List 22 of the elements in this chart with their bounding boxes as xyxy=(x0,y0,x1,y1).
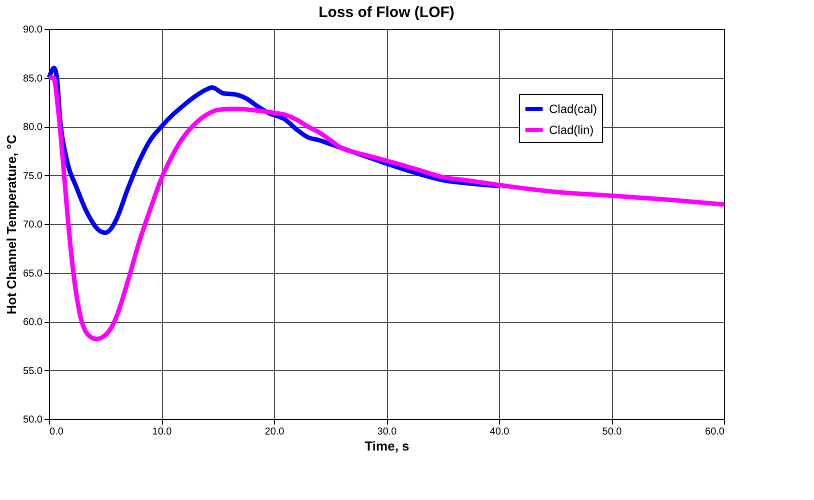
x-tick-label: 40.0 xyxy=(490,426,510,438)
x-tick-label: 10.0 xyxy=(152,426,172,438)
x-tick-label: 50.0 xyxy=(602,426,622,438)
chart-title: Loss of Flow (LOF) xyxy=(318,4,454,21)
line-series xyxy=(46,76,726,342)
x-tick-label: 60.0 xyxy=(705,426,725,438)
y-tick-label: 80.0 xyxy=(23,122,43,133)
x-tick-label: 30.0 xyxy=(377,426,398,438)
x-tick-label: 0.0 xyxy=(50,426,64,438)
legend-label: Clad(lin) xyxy=(549,123,594,137)
y-tick-label: 75.0 xyxy=(23,170,43,182)
y-tick-label: 70.0 xyxy=(23,220,43,230)
y-tick-label: 85.0 xyxy=(23,73,43,84)
x-tick-label: 20.0 xyxy=(264,426,285,438)
y-tick-label: 60.0 xyxy=(23,317,43,328)
y-tick-label: 50.0 xyxy=(23,414,43,426)
legend-label: Clad(cal) xyxy=(549,102,598,116)
y-tick-label: 90.0 xyxy=(23,24,43,36)
y-axis-title: Hot Channel Temperature, °C xyxy=(4,134,20,314)
y-tick-label: 65.0 xyxy=(23,268,43,280)
y-tick-label: 55.0 xyxy=(23,366,43,377)
x-axis-title: Time, s xyxy=(364,438,410,454)
